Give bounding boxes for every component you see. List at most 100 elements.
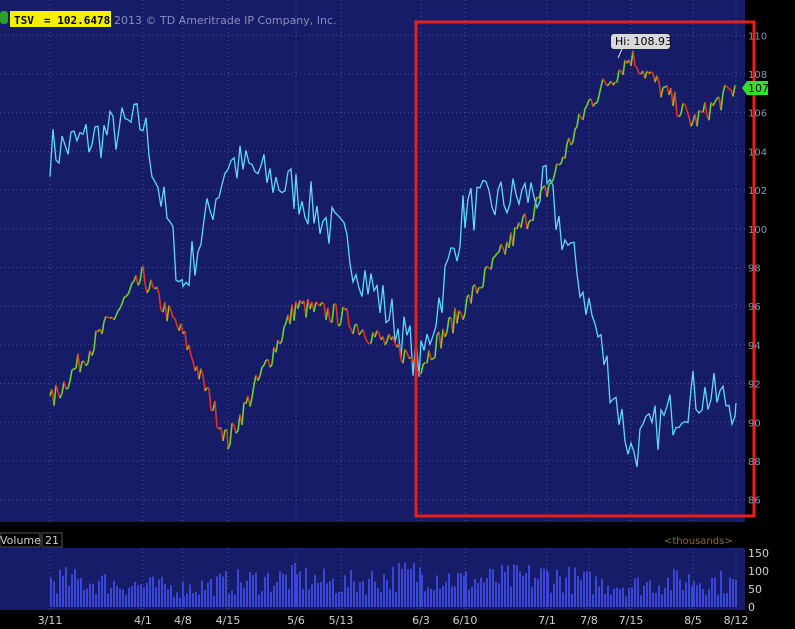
volume-bar (543, 568, 545, 607)
volume-bar (489, 568, 491, 607)
hi-badge (611, 34, 670, 49)
volume-bar (735, 579, 737, 607)
price-segment (139, 267, 143, 282)
volume-bar (83, 589, 85, 607)
price-panel-background (0, 0, 745, 522)
volume-bar (477, 583, 479, 607)
volume-bar (729, 577, 731, 607)
price-segment (91, 349, 95, 356)
volume-bar (356, 591, 358, 607)
price-segment (95, 330, 99, 333)
price-segment (714, 98, 718, 103)
price-segment (121, 297, 125, 305)
price-segment (105, 315, 109, 319)
volume-bar (113, 580, 115, 607)
price-segment (606, 83, 610, 87)
price-segment (63, 381, 67, 390)
volume-bar (717, 594, 719, 607)
volume-bar (359, 582, 361, 607)
volume-bar (471, 586, 473, 607)
price-segment (686, 110, 690, 118)
price-segment (235, 430, 239, 434)
volume-bar (255, 572, 257, 607)
scroll-handle[interactable] (0, 11, 8, 24)
volume-bar (421, 574, 423, 607)
volume-bar (540, 568, 542, 607)
price-segment (261, 364, 265, 368)
volume-bar (386, 579, 388, 607)
volume-bar (167, 589, 169, 607)
price-segment (231, 422, 235, 426)
volume-bar (273, 585, 275, 607)
price-segment (584, 105, 588, 110)
volume-bar (207, 582, 209, 607)
price-segment (192, 361, 196, 371)
volume-bar (550, 592, 552, 607)
volume-bar (673, 568, 675, 607)
price-segment (271, 347, 275, 365)
price-tick-label: 110 (748, 31, 767, 42)
price-segment (135, 275, 139, 286)
volume-bar (574, 567, 576, 607)
price-segment (428, 350, 432, 360)
volume-bar (454, 586, 456, 607)
price-segment (214, 401, 218, 428)
price-segment (65, 387, 69, 390)
volume-bar (305, 567, 307, 607)
volume-bar (77, 579, 79, 607)
price-segment (402, 349, 406, 364)
volume-bar (702, 588, 704, 607)
price-segment (732, 85, 736, 97)
price-segment (200, 368, 204, 376)
price-segment (335, 304, 339, 326)
price-segment (442, 328, 446, 337)
indicator-badge (10, 11, 111, 27)
indicator-label: TSV (14, 14, 34, 27)
volume-bar (116, 585, 118, 607)
volume-bar (161, 576, 163, 607)
price-segment (658, 81, 662, 98)
price-segment (656, 75, 660, 83)
volume-bar (389, 589, 391, 607)
volume-bar (192, 593, 194, 607)
volume-bar (377, 587, 379, 607)
date-tick-label: 3/11 (38, 614, 63, 627)
volume-bar (80, 578, 82, 607)
price-segment (728, 88, 732, 91)
volume-bar (341, 591, 343, 607)
price-segment (384, 340, 388, 346)
volume-bar (183, 596, 185, 607)
volume-bar (439, 588, 441, 607)
volume-period: 21 (45, 534, 59, 547)
volume-bar (631, 587, 633, 607)
price-segment (370, 332, 374, 344)
volume-bar (685, 582, 687, 607)
price-segment (486, 265, 490, 269)
volume-bar (182, 581, 184, 607)
volume-bar (276, 582, 278, 607)
volume-bar (708, 588, 710, 607)
volume-bar (137, 585, 139, 607)
volume-bar (634, 578, 636, 607)
price-segment (564, 143, 568, 159)
volume-bar (317, 582, 319, 607)
volume-bar (682, 590, 684, 607)
volume-bar (705, 594, 707, 607)
volume-tick-label: 100 (748, 565, 769, 578)
price-segment (406, 352, 410, 359)
price-tick-label: 106 (748, 109, 767, 120)
volume-bar (92, 583, 94, 607)
volume-bar (525, 573, 527, 607)
volume-bar (164, 584, 166, 607)
price-segment (550, 179, 554, 184)
volume-bar (264, 576, 266, 607)
volume-bar (598, 586, 600, 607)
volume-bar (720, 570, 722, 607)
volume-bar (504, 571, 506, 607)
price-segment (446, 317, 450, 333)
price-segment (158, 293, 162, 311)
volume-bar (436, 575, 438, 607)
volume-bar (323, 568, 325, 607)
price-segment (496, 251, 500, 255)
price-segment (71, 368, 75, 371)
